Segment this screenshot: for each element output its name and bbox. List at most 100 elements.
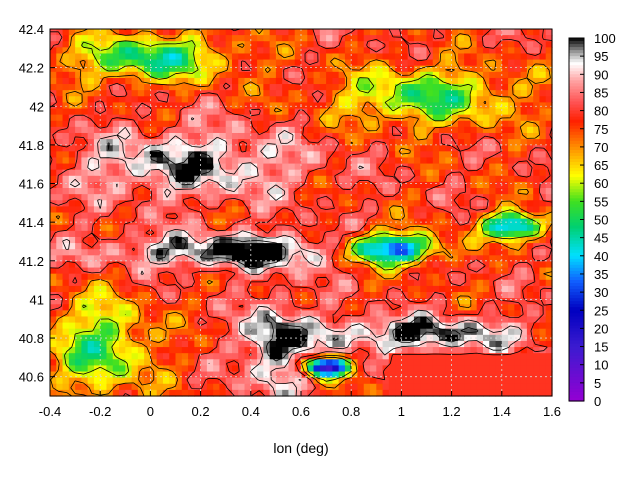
heatmap-cell xyxy=(401,90,409,97)
heatmap-cell xyxy=(56,224,64,232)
heatmap-cell xyxy=(457,53,465,61)
heatmap-cell xyxy=(288,114,296,122)
heatmap-cell xyxy=(464,359,472,367)
heatmap-cell xyxy=(294,90,302,97)
heatmap-cell xyxy=(476,188,484,195)
heatmap-cell xyxy=(150,230,158,238)
heatmap-cell xyxy=(93,310,101,318)
heatmap-cell xyxy=(307,65,315,73)
heatmap-cell xyxy=(382,377,390,385)
heatmap-cell xyxy=(231,35,239,42)
heatmap-cell xyxy=(313,53,321,61)
heatmap-cell xyxy=(426,53,434,61)
heatmap-cell xyxy=(257,108,264,116)
heatmap-cell xyxy=(395,279,403,287)
heatmap-cell xyxy=(100,292,108,299)
heatmap-cell xyxy=(137,359,145,367)
heatmap-cell xyxy=(269,292,277,299)
heatmap-cell xyxy=(445,304,453,311)
heatmap-cell xyxy=(112,132,120,140)
heatmap-cell xyxy=(181,47,189,55)
heatmap-cell xyxy=(112,90,120,97)
heatmap-cell xyxy=(257,59,264,67)
heatmap-cell xyxy=(119,389,126,397)
heatmap-cell xyxy=(338,77,346,85)
heatmap-cell xyxy=(514,47,522,55)
heatmap-cell xyxy=(388,377,396,385)
heatmap-cell xyxy=(445,181,453,189)
heatmap-cell xyxy=(338,347,346,354)
heatmap-cell xyxy=(489,249,497,256)
heatmap-cell xyxy=(351,230,359,238)
heatmap-cell xyxy=(175,194,183,201)
heatmap-cell xyxy=(219,218,227,226)
heatmap-cell xyxy=(288,200,296,207)
colorbar-swatch xyxy=(569,225,584,230)
heatmap-cell xyxy=(50,304,57,311)
heatmap-cell xyxy=(144,230,152,238)
heatmap-cell xyxy=(489,322,497,330)
heatmap-cell xyxy=(93,175,101,183)
heatmap-cell xyxy=(238,181,246,189)
heatmap-cell xyxy=(250,132,258,140)
heatmap-cell xyxy=(332,151,340,159)
heatmap-cell xyxy=(533,157,541,165)
heatmap-cell xyxy=(62,261,70,269)
heatmap-cell xyxy=(376,383,384,391)
heatmap-cell xyxy=(307,212,315,220)
heatmap-cell xyxy=(413,322,421,330)
heatmap-cell xyxy=(238,157,246,165)
heatmap-cell xyxy=(420,169,428,177)
heatmap-cell xyxy=(520,206,528,214)
heatmap-cell xyxy=(526,371,534,379)
heatmap-cell xyxy=(269,108,277,116)
heatmap-cell xyxy=(275,157,283,165)
heatmap-cell xyxy=(50,102,57,110)
heatmap-cell xyxy=(269,35,277,42)
heatmap-cell xyxy=(250,157,258,165)
heatmap-cell xyxy=(150,181,158,189)
heatmap-cell xyxy=(275,377,283,385)
heatmap-cell xyxy=(376,175,384,183)
heatmap-cell xyxy=(56,267,64,275)
heatmap-cell xyxy=(68,41,76,48)
heatmap-cell xyxy=(407,353,415,360)
heatmap-cell xyxy=(156,194,164,201)
heatmap-cell xyxy=(282,353,290,360)
heatmap-cell xyxy=(75,200,82,207)
heatmap-cell xyxy=(238,365,246,373)
heatmap-cell xyxy=(219,224,227,232)
heatmap-cell xyxy=(68,163,76,171)
heatmap-cell xyxy=(388,347,396,354)
heatmap-cell xyxy=(181,41,189,48)
heatmap-cell xyxy=(470,371,478,379)
colorbar-swatch xyxy=(569,280,584,284)
heatmap-cell xyxy=(526,132,534,140)
heatmap-cell xyxy=(533,371,541,379)
heatmap-cell xyxy=(250,35,258,42)
heatmap-cell xyxy=(395,145,403,152)
heatmap-cell xyxy=(495,77,503,85)
heatmap-cell xyxy=(75,59,82,67)
heatmap-cell xyxy=(269,114,277,122)
heatmap-cell xyxy=(307,292,315,299)
heatmap-cell xyxy=(470,236,478,244)
heatmap-cell xyxy=(520,65,528,73)
heatmap-cell xyxy=(225,175,233,183)
heatmap-cell xyxy=(370,304,377,311)
heatmap-cell xyxy=(332,279,340,287)
heatmap-cell xyxy=(351,114,359,122)
heatmap-cell xyxy=(93,90,101,97)
heatmap-cell xyxy=(401,139,409,146)
heatmap-cell xyxy=(175,151,183,159)
heatmap-cell xyxy=(87,230,95,238)
heatmap-cell xyxy=(219,389,227,397)
heatmap-cell xyxy=(112,53,120,61)
heatmap-cell xyxy=(81,188,89,195)
heatmap-cell xyxy=(344,334,352,342)
heatmap-cell xyxy=(533,102,541,110)
heatmap-cell xyxy=(464,279,472,287)
heatmap-cell xyxy=(257,230,264,238)
heatmap-cell xyxy=(338,206,346,214)
heatmap-cell xyxy=(50,59,57,67)
